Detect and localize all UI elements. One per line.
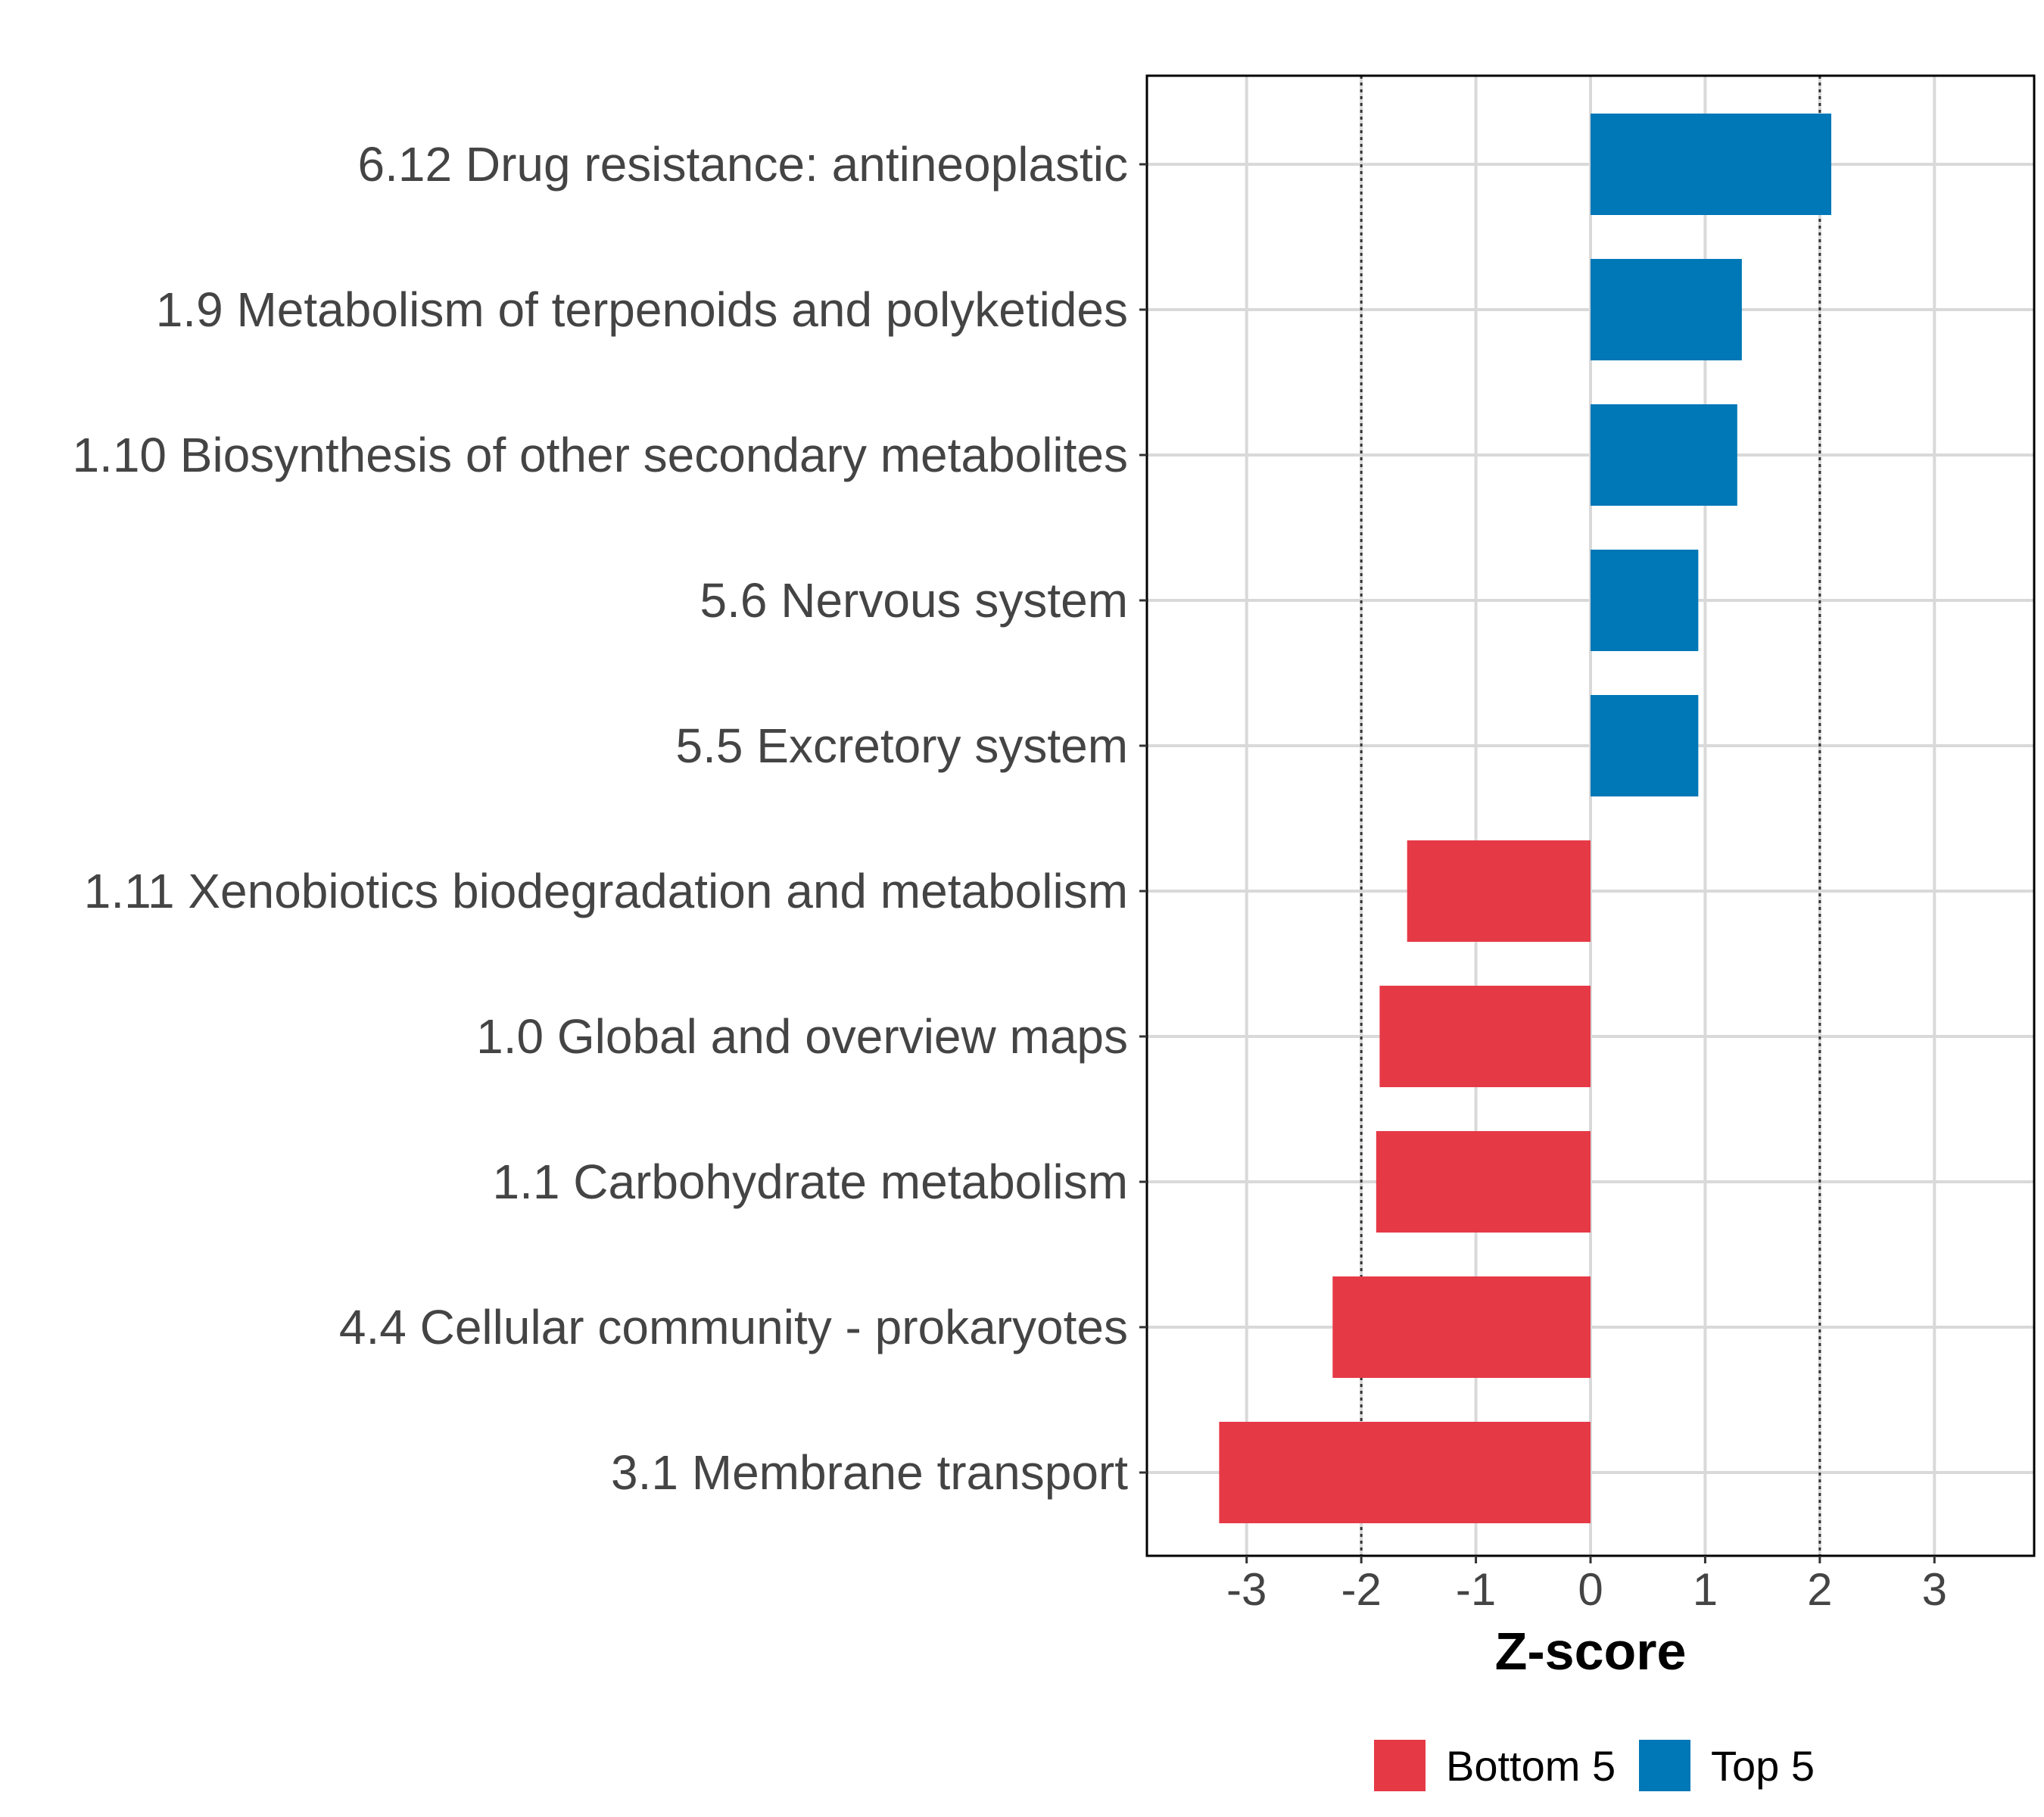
category-label: 1.10 Biosynthesis of other secondary met…	[72, 428, 1128, 482]
bar	[1376, 1131, 1591, 1233]
x-tick-label: 3	[1922, 1564, 1947, 1615]
x-axis-labels: -3 -2 -1 0 1 2 3	[1226, 1564, 1947, 1615]
x-tick-label: 2	[1807, 1564, 1832, 1615]
category-label: 4.4 Cellular community - prokaryotes	[339, 1300, 1128, 1354]
legend-swatch-top-5	[1639, 1740, 1690, 1791]
category-label: 5.5 Excretory system	[676, 718, 1129, 773]
x-tick-label: 0	[1578, 1564, 1603, 1615]
category-label: 1.1 Carbohydrate metabolism	[492, 1155, 1128, 1209]
x-tick-label: 1	[1693, 1564, 1718, 1615]
legend-label-top-5: Top 5	[1711, 1742, 1815, 1790]
x-axis-title: Z-score	[1495, 1622, 1687, 1681]
category-label: 3.1 Membrane transport	[611, 1445, 1128, 1500]
x-tick-label: -2	[1341, 1564, 1381, 1615]
bar	[1591, 695, 1699, 796]
bar	[1591, 114, 1831, 215]
legend-label-bottom-5: Bottom 5	[1446, 1742, 1616, 1790]
category-label: 1.0 Global and overview maps	[476, 1009, 1128, 1064]
x-tick-label: -1	[1456, 1564, 1496, 1615]
bars	[1219, 114, 1831, 1523]
x-tick-label: -3	[1226, 1564, 1267, 1615]
legend-swatch-bottom-5	[1374, 1740, 1426, 1791]
bar	[1591, 404, 1737, 506]
y-axis-ticks	[1139, 163, 1147, 1474]
x-axis-ticks	[1245, 1556, 1936, 1563]
category-label: 1.9 Metabolism of terpenoids and polyket…	[156, 282, 1128, 337]
bar	[1219, 1422, 1591, 1523]
bar	[1379, 986, 1591, 1087]
bar	[1591, 259, 1742, 360]
bar	[1332, 1276, 1591, 1378]
y-axis-labels: 6.12 Drug resistance: antineoplastic 1.9 …	[72, 137, 1128, 1500]
legend: Bottom 5 Top 5	[1374, 1740, 1815, 1791]
bar	[1591, 550, 1699, 651]
bar	[1407, 840, 1591, 942]
category-label: 5.6 Nervous system	[700, 573, 1128, 628]
category-label: 1.11 Xenobiotics biodegradation and meta…	[84, 864, 1128, 918]
category-label: 6.12 Drug resistance: antineoplastic	[358, 137, 1128, 192]
